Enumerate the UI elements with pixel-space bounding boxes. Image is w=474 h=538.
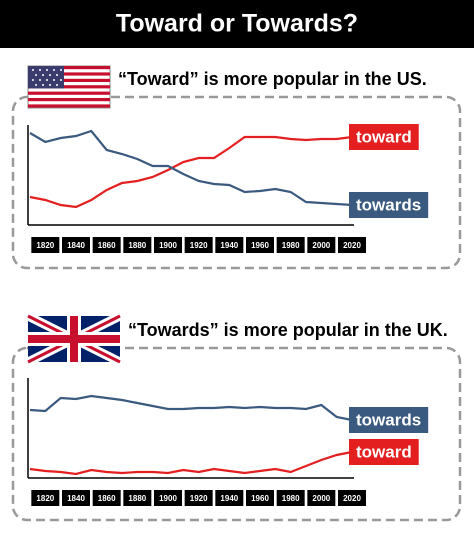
x-tick-label: 1900 bbox=[159, 241, 177, 250]
x-tick-box bbox=[31, 237, 60, 253]
series-label-box bbox=[349, 407, 429, 433]
x-tick-box bbox=[123, 237, 152, 253]
x-tick-box bbox=[123, 490, 152, 506]
x-tick-box bbox=[184, 237, 213, 253]
x-tick-label: 2000 bbox=[312, 494, 330, 503]
x-tick-label: 1820 bbox=[36, 241, 54, 250]
x-tick-label: 1880 bbox=[128, 241, 146, 250]
x-tick-box bbox=[246, 237, 274, 253]
x-tick-box bbox=[246, 490, 274, 506]
x-tick-label: 1900 bbox=[159, 494, 177, 503]
x-tick-box bbox=[62, 237, 90, 253]
series-label-box bbox=[349, 439, 419, 465]
x-tick-box bbox=[215, 490, 244, 506]
x-tick-label: 1860 bbox=[98, 241, 116, 250]
x-tick-box bbox=[276, 490, 305, 506]
x-tick-box bbox=[276, 237, 305, 253]
panel-frame bbox=[11, 346, 462, 522]
series-line bbox=[29, 129, 353, 207]
series-label: towards bbox=[356, 410, 421, 429]
x-tick-label: 2020 bbox=[343, 241, 361, 250]
x-tick-label: 1840 bbox=[67, 241, 85, 250]
series-line bbox=[29, 394, 353, 422]
series-label: toward bbox=[356, 127, 412, 146]
series-line bbox=[29, 450, 353, 476]
x-tick-box bbox=[92, 490, 121, 506]
x-tick-label: 1920 bbox=[190, 494, 208, 503]
x-tick-label: 1960 bbox=[251, 494, 269, 503]
x-tick-label: 1860 bbox=[98, 494, 116, 503]
x-tick-label: 1940 bbox=[220, 494, 238, 503]
x-tick-box bbox=[62, 490, 90, 506]
series-line bbox=[29, 135, 353, 209]
x-tick-label: 2000 bbox=[312, 241, 330, 250]
series-label: toward bbox=[356, 442, 412, 461]
x-tick-box bbox=[92, 237, 121, 253]
x-tick-label: 1940 bbox=[220, 241, 238, 250]
x-tick-label: 2020 bbox=[343, 494, 361, 503]
x-tick-box bbox=[215, 237, 244, 253]
x-tick-label: 1980 bbox=[282, 241, 300, 250]
series-label: towards bbox=[356, 195, 421, 214]
x-tick-label: 1820 bbox=[36, 494, 54, 503]
x-tick-box bbox=[154, 237, 182, 253]
x-tick-box bbox=[307, 237, 336, 253]
chart-heading: “Towards” is more popular in the UK. bbox=[128, 320, 448, 340]
x-tick-box bbox=[184, 490, 213, 506]
x-tick-label: 1880 bbox=[128, 494, 146, 503]
x-tick-box bbox=[307, 490, 336, 506]
x-tick-label: 1840 bbox=[67, 494, 85, 503]
x-tick-label: 1920 bbox=[190, 241, 208, 250]
us-flag bbox=[27, 65, 111, 109]
page-title: Toward or Towards? bbox=[116, 10, 358, 38]
x-tick-box bbox=[154, 490, 182, 506]
x-tick-box bbox=[31, 490, 60, 506]
series-label-box bbox=[349, 124, 419, 150]
panel-frame bbox=[11, 95, 462, 270]
x-tick-box bbox=[338, 490, 366, 506]
chart-heading: “Toward” is more popular in the US. bbox=[118, 69, 427, 89]
uk-flag bbox=[25, 311, 123, 367]
title-bar bbox=[0, 0, 474, 48]
x-tick-label: 1980 bbox=[282, 494, 300, 503]
x-tick-label: 1960 bbox=[251, 241, 269, 250]
x-tick-box bbox=[338, 237, 366, 253]
series-label-box bbox=[349, 192, 429, 218]
